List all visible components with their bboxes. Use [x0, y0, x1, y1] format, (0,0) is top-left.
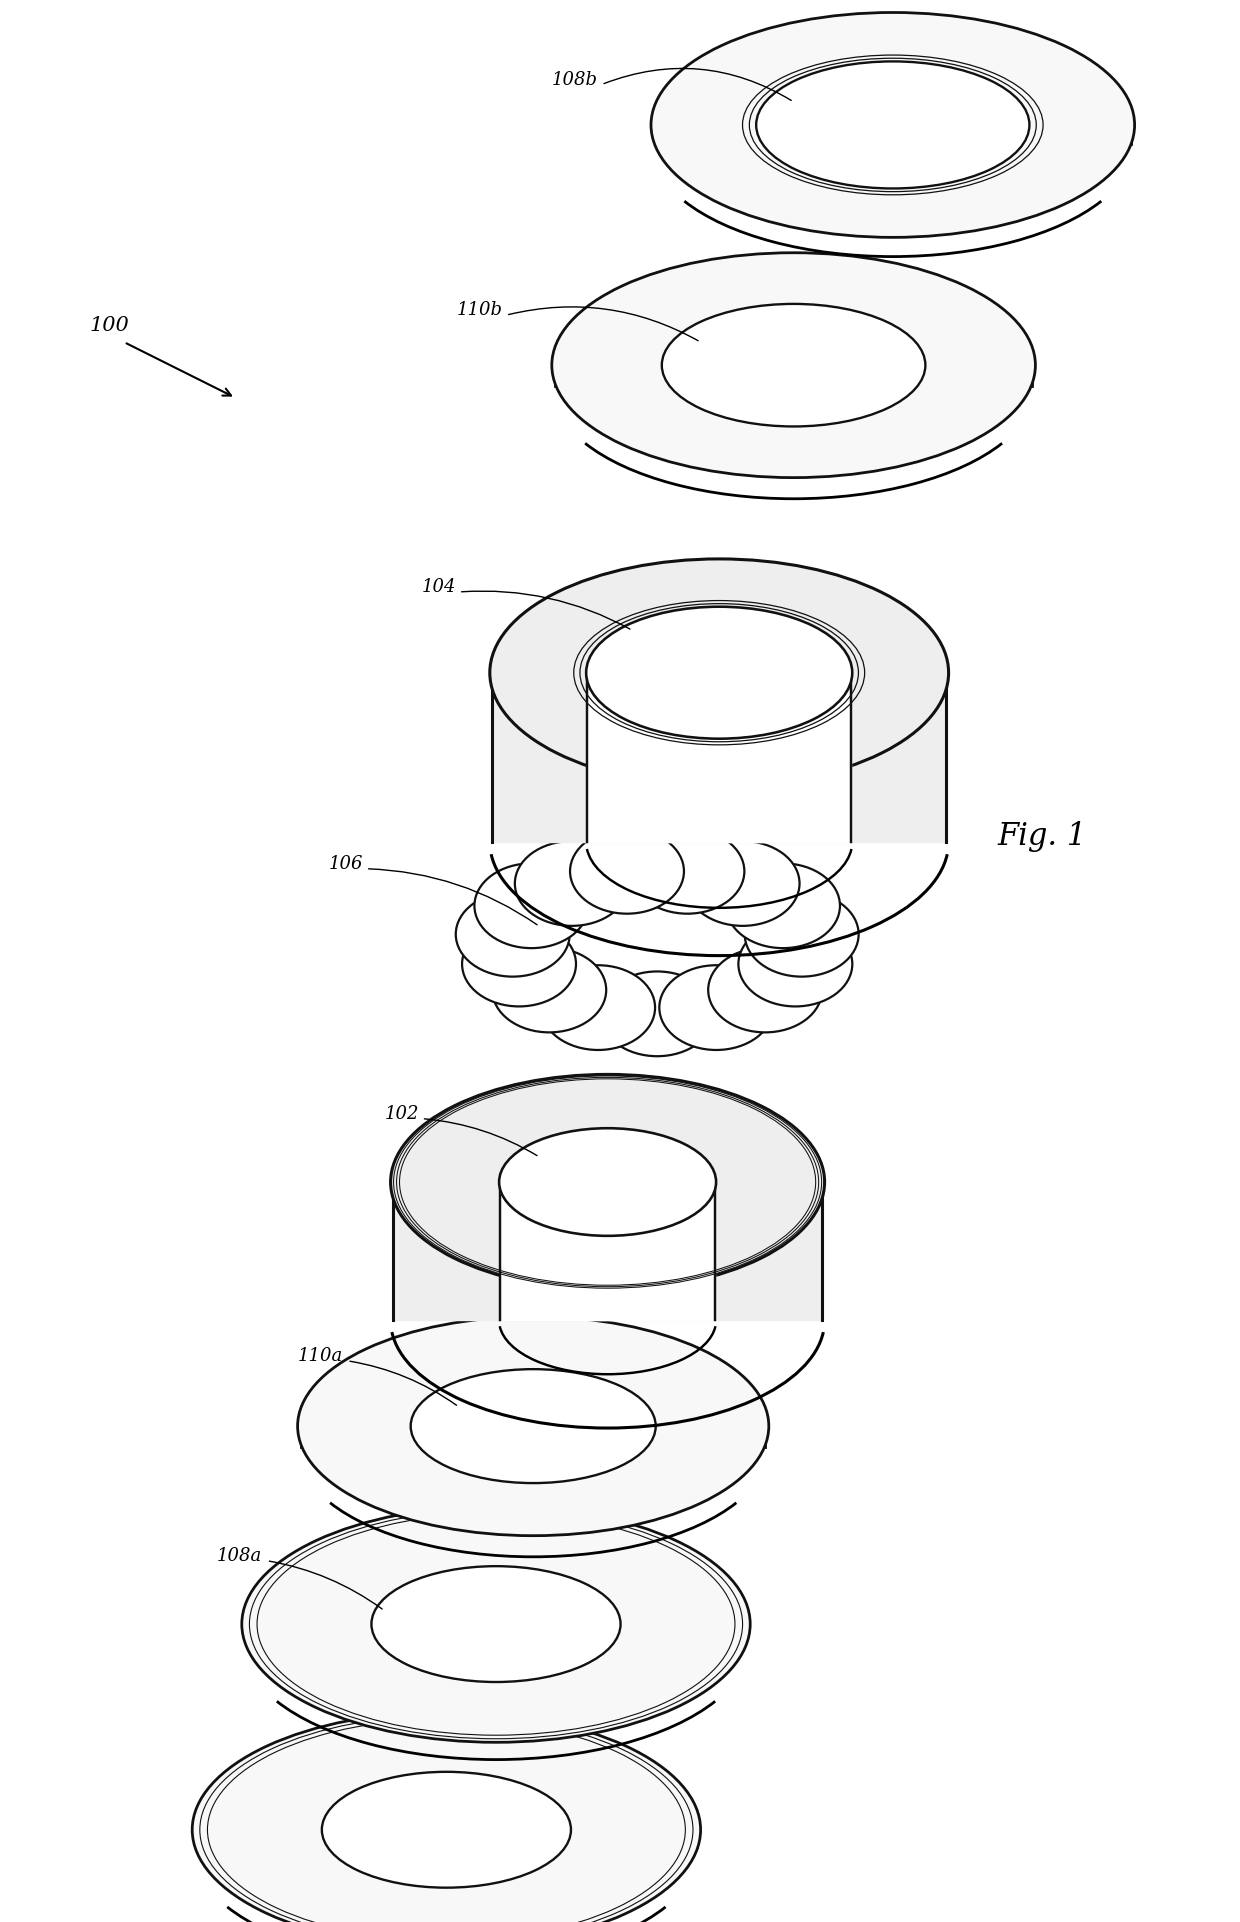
Ellipse shape [660, 965, 774, 1049]
Ellipse shape [662, 304, 925, 427]
Ellipse shape [463, 923, 577, 1007]
Ellipse shape [492, 948, 606, 1032]
Ellipse shape [552, 252, 1035, 477]
Ellipse shape [475, 863, 588, 948]
Ellipse shape [630, 828, 744, 913]
Ellipse shape [738, 923, 852, 1007]
Polygon shape [393, 1182, 822, 1320]
Ellipse shape [372, 1566, 620, 1682]
Ellipse shape [587, 607, 852, 738]
Ellipse shape [192, 1711, 701, 1922]
Ellipse shape [242, 1507, 750, 1741]
Polygon shape [301, 1426, 765, 1447]
Ellipse shape [322, 1772, 570, 1887]
Ellipse shape [498, 1128, 717, 1236]
Ellipse shape [756, 62, 1029, 188]
Text: 100: 100 [89, 315, 129, 334]
Ellipse shape [410, 1368, 656, 1484]
Ellipse shape [686, 842, 800, 926]
Polygon shape [196, 1830, 697, 1847]
Ellipse shape [298, 1317, 769, 1536]
Text: 106: 106 [329, 855, 363, 873]
Ellipse shape [515, 842, 629, 926]
Text: Fig. 1: Fig. 1 [997, 821, 1086, 851]
Ellipse shape [651, 12, 1135, 236]
Ellipse shape [600, 971, 714, 1057]
Text: 110a: 110a [298, 1347, 342, 1365]
Polygon shape [246, 1624, 746, 1641]
Polygon shape [492, 673, 946, 842]
Ellipse shape [745, 892, 858, 976]
Ellipse shape [391, 1074, 825, 1290]
Polygon shape [588, 673, 851, 842]
Text: 108a: 108a [217, 1547, 262, 1565]
Ellipse shape [541, 965, 655, 1049]
Ellipse shape [727, 863, 839, 948]
Ellipse shape [456, 892, 569, 976]
Text: 110b: 110b [456, 302, 502, 319]
Text: 104: 104 [422, 579, 456, 596]
Polygon shape [500, 1182, 715, 1320]
Ellipse shape [490, 559, 949, 786]
Ellipse shape [570, 828, 684, 913]
Text: 108b: 108b [552, 71, 598, 88]
Polygon shape [655, 125, 1131, 144]
Text: 102: 102 [384, 1105, 419, 1122]
Polygon shape [556, 365, 1032, 386]
Ellipse shape [708, 948, 822, 1032]
